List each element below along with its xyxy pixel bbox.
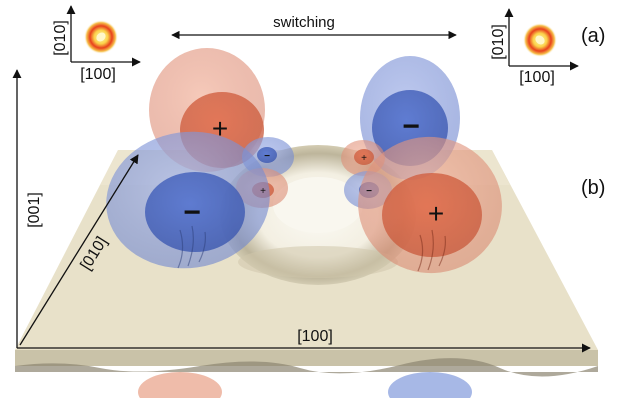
depression-center bbox=[273, 177, 363, 233]
depression-rim bbox=[238, 246, 398, 278]
sign-plus-upper-left: + bbox=[212, 113, 228, 144]
switching-label: switching bbox=[273, 14, 335, 31]
sign-minus-small-back-left: − bbox=[264, 151, 270, 162]
inset-left: [010] [100] bbox=[52, 5, 141, 83]
axis-100-label: [100] bbox=[297, 328, 333, 345]
lobe-front-right-core bbox=[382, 173, 482, 257]
main-axes: [001] [010] [100] bbox=[12, 69, 591, 353]
inset-left-horizontal-label: [100] bbox=[80, 66, 116, 83]
lobe-front-left-texture bbox=[177, 225, 206, 269]
inset-right: [010] [100] bbox=[490, 8, 579, 86]
lower-lobes bbox=[138, 372, 472, 398]
lobe-small-pos-back-right-core bbox=[354, 149, 374, 165]
inset-right-ring-center bbox=[535, 35, 545, 45]
sign-minus-front-left: − bbox=[183, 196, 201, 229]
front-lobes bbox=[106, 131, 502, 274]
sign-plus-small-front-left: + bbox=[260, 186, 266, 197]
inset-left-vertical-label: [010] bbox=[52, 20, 69, 56]
slab-rough-edge bbox=[15, 358, 598, 377]
inset-left-ring-center bbox=[96, 32, 106, 42]
inset-right-vertical-label: [010] bbox=[490, 24, 507, 60]
axis-010-arrow bbox=[19, 154, 139, 346]
inset-right-horizontal-label: [100] bbox=[519, 69, 555, 86]
sign-plus-small-back-right: + bbox=[361, 153, 367, 164]
axis-001-label: [001] bbox=[26, 192, 43, 228]
lobe-signs: + − − + − + + − bbox=[183, 110, 444, 229]
sign-minus-upper-right: − bbox=[402, 110, 420, 143]
lobe-front-right-texture bbox=[417, 229, 446, 272]
panel-label-a: (a) bbox=[581, 25, 605, 47]
lower-negative-lobe bbox=[388, 372, 472, 398]
switching-indicator: switching bbox=[171, 14, 457, 40]
panel-label-b: (b) bbox=[581, 177, 605, 199]
lobe-small-neg-back-left-core bbox=[257, 147, 277, 163]
lower-positive-lobe bbox=[138, 372, 222, 398]
sign-minus-small-front-right: − bbox=[366, 186, 372, 197]
lobe-front-left-core bbox=[145, 172, 245, 252]
slab-edge bbox=[15, 350, 598, 366]
sign-plus-front-right: + bbox=[428, 198, 444, 229]
